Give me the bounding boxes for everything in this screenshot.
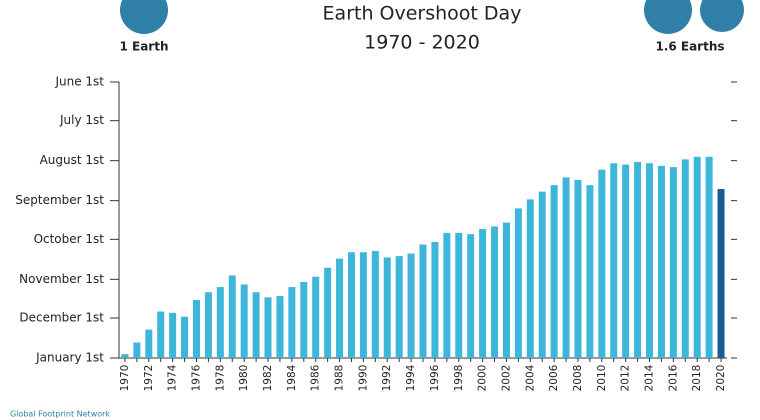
bar xyxy=(646,163,654,358)
bar xyxy=(300,281,308,358)
bar xyxy=(479,229,487,358)
bar xyxy=(514,208,522,358)
y-tick-label: November 1st xyxy=(19,272,104,286)
bar xyxy=(240,284,248,358)
x-tick-label: 1970 xyxy=(119,365,131,392)
bar xyxy=(419,244,427,358)
right-label: 1.6 Earths xyxy=(655,40,724,54)
bar xyxy=(157,311,165,358)
bar xyxy=(538,191,546,358)
x-tick-label: 2002 xyxy=(500,365,512,392)
bar xyxy=(383,257,391,358)
bar xyxy=(681,159,689,358)
chart-title: Earth Overshoot Day xyxy=(323,3,522,25)
bar xyxy=(431,241,439,358)
bar xyxy=(145,329,153,358)
bar xyxy=(204,292,212,358)
x-tick-label: 2008 xyxy=(572,365,584,392)
bar xyxy=(371,250,379,358)
x-tick-label: 2020 xyxy=(715,365,727,392)
bar xyxy=(312,276,320,358)
x-tick-label: 2000 xyxy=(477,365,489,392)
y-tick-label: June 1st xyxy=(54,75,104,89)
bar xyxy=(693,156,701,358)
bar xyxy=(455,232,463,358)
x-tick-label: 1988 xyxy=(334,365,346,392)
y-tick-label: August 1st xyxy=(40,153,105,167)
x-tick-label: 1980 xyxy=(238,365,250,392)
bar xyxy=(324,267,332,358)
x-tick-label: 2016 xyxy=(667,364,679,391)
x-tick-label: 1984 xyxy=(286,364,298,391)
bar xyxy=(192,299,200,358)
y-tick-label: January 1st xyxy=(35,351,104,365)
footer: Global Footprint Network xyxy=(10,410,110,419)
bar xyxy=(395,256,403,358)
bar xyxy=(443,232,451,358)
bar xyxy=(169,312,177,358)
x-tick-label: 1992 xyxy=(381,365,393,392)
bar xyxy=(407,253,415,358)
bar xyxy=(252,292,260,358)
left-label: 1 Earth xyxy=(119,40,168,54)
bar xyxy=(121,354,129,358)
bar xyxy=(181,316,189,358)
bar xyxy=(586,185,594,358)
x-tick-label: 2010 xyxy=(596,365,608,392)
x-tick-label: 2018 xyxy=(691,365,703,392)
bar xyxy=(288,287,296,358)
bar xyxy=(705,156,713,358)
bar xyxy=(562,177,570,358)
x-tick-label: 2012 xyxy=(620,365,632,392)
bar xyxy=(610,163,618,358)
x-tick-label: 1998 xyxy=(453,365,465,392)
x-tick-label: 2014 xyxy=(644,364,656,391)
globe xyxy=(120,0,168,34)
bar xyxy=(502,222,510,358)
x-tick-label: 1982 xyxy=(262,365,274,392)
bar xyxy=(347,252,355,358)
bar xyxy=(359,252,367,358)
chart-subtitle: 1970 - 2020 xyxy=(364,32,480,54)
x-tick-label: 1976 xyxy=(190,364,202,391)
x-tick-label: 2004 xyxy=(524,364,536,391)
bar xyxy=(634,161,642,358)
bar xyxy=(526,199,534,358)
bar xyxy=(622,164,630,358)
y-tick-label: December 1st xyxy=(19,311,104,325)
bar xyxy=(467,234,475,358)
y-tick-label: October 1st xyxy=(34,232,105,246)
x-tick-label: 1978 xyxy=(214,365,226,392)
bar xyxy=(550,185,558,358)
y-tick-label: July 1st xyxy=(59,113,104,127)
globe xyxy=(700,0,744,32)
x-tick-label: 1996 xyxy=(429,364,441,391)
bar xyxy=(276,296,284,358)
bar xyxy=(657,165,665,358)
bar xyxy=(133,342,141,358)
bar xyxy=(717,189,725,358)
bar xyxy=(228,275,236,358)
y-tick-label: September 1st xyxy=(15,193,104,207)
x-tick-label: 1974 xyxy=(167,364,179,391)
x-tick-label: 1994 xyxy=(405,364,417,391)
x-tick-label: 1972 xyxy=(143,365,155,392)
bar xyxy=(491,226,499,358)
globe xyxy=(644,0,692,34)
x-tick-label: 2006 xyxy=(548,364,560,391)
bar xyxy=(669,167,677,358)
bar xyxy=(574,180,582,358)
x-tick-label: 1986 xyxy=(310,364,322,391)
x-tick-label: 1990 xyxy=(357,365,369,392)
bar xyxy=(336,258,344,358)
bar xyxy=(598,169,606,358)
bar xyxy=(216,287,224,358)
bar xyxy=(264,297,272,358)
